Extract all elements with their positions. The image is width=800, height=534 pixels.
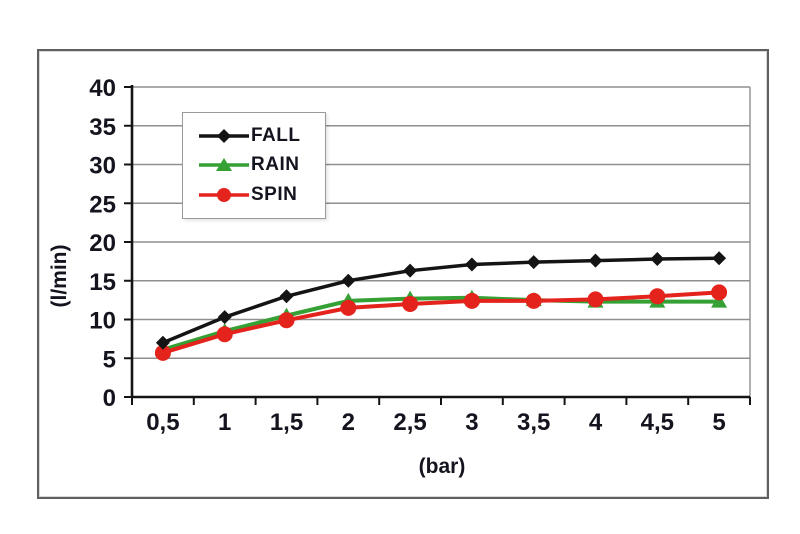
- legend-item-fall: FALL: [197, 124, 325, 148]
- marker-fall: [526, 255, 541, 270]
- rain-marker-icon: [199, 158, 249, 172]
- marker-spin: [463, 292, 480, 309]
- fall-marker-icon: [199, 128, 249, 143]
- legend-item-rain: RAIN: [197, 153, 325, 177]
- marker-spin: [711, 284, 728, 301]
- y-tick-label: 10: [89, 308, 116, 335]
- y-tick-label: 30: [89, 153, 116, 180]
- series-line-fall: [162, 256, 720, 345]
- marker-fall: [217, 310, 232, 325]
- marker-spin: [154, 344, 171, 361]
- x-tick-label: 3,5: [517, 409, 550, 436]
- x-tick-label: 2: [342, 409, 355, 436]
- y-tick-label: 35: [89, 114, 116, 141]
- marker-fall: [341, 273, 356, 288]
- x-tick-label: 3: [465, 409, 478, 436]
- chart-legend: FALL RAIN SPIN: [182, 112, 326, 219]
- marker-spin: [216, 326, 233, 343]
- marker-fall: [279, 289, 294, 304]
- marker-fall: [464, 257, 479, 272]
- marker-fall: [403, 263, 418, 278]
- y-tick-label: 40: [89, 75, 116, 102]
- legend-item-spin: SPIN: [197, 183, 325, 207]
- y-tick-label: 0: [103, 385, 116, 412]
- legend-label-spin: SPIN: [251, 184, 298, 206]
- marker-spin: [278, 312, 295, 329]
- spin-marker-icon: [199, 188, 249, 203]
- y-tick-label: 25: [89, 191, 116, 218]
- x-tick-label: 4: [589, 409, 603, 436]
- marker-spin: [402, 296, 419, 312]
- y-tick-label: 5: [103, 346, 116, 373]
- x-tick-label: 1,5: [270, 409, 303, 436]
- y-tick-label: 20: [89, 230, 116, 257]
- marker-fall: [712, 251, 727, 266]
- chart-frame: 0 5 10 15 20 25 30 35 40 0,5 1 1,5 2 2,5 3 3,5 4 4,5 5 (l/…: [37, 49, 769, 499]
- marker-spin: [525, 292, 542, 309]
- series-line-rain: [162, 295, 720, 352]
- series-line-spin: [162, 290, 720, 355]
- x-tick-label: 5: [712, 409, 725, 436]
- x-axis-title: (bar): [418, 455, 466, 478]
- x-tick-label: 2,5: [393, 409, 426, 436]
- y-axis-title: (l/min): [48, 244, 71, 308]
- marker-rain: [711, 293, 728, 308]
- x-tick-label: 1: [218, 409, 231, 436]
- marker-fall: [588, 253, 603, 268]
- marker-spin: [340, 299, 357, 316]
- legend-label-fall: FALL: [251, 124, 301, 146]
- x-tick-label: 4,5: [641, 409, 674, 436]
- y-tick-label: 15: [89, 269, 116, 296]
- marker-spin: [649, 288, 666, 305]
- marker-spin: [587, 291, 604, 308]
- marker-fall: [155, 335, 170, 350]
- plot-area: 0 5 10 15 20 25 30 35 40 0,5 1 1,5 2 2,5 3 3,5 4 4,5 5: [89, 75, 751, 436]
- marker-fall: [650, 252, 665, 267]
- legend-label-rain: RAIN: [251, 154, 300, 176]
- x-tick-label: 0,5: [146, 409, 179, 436]
